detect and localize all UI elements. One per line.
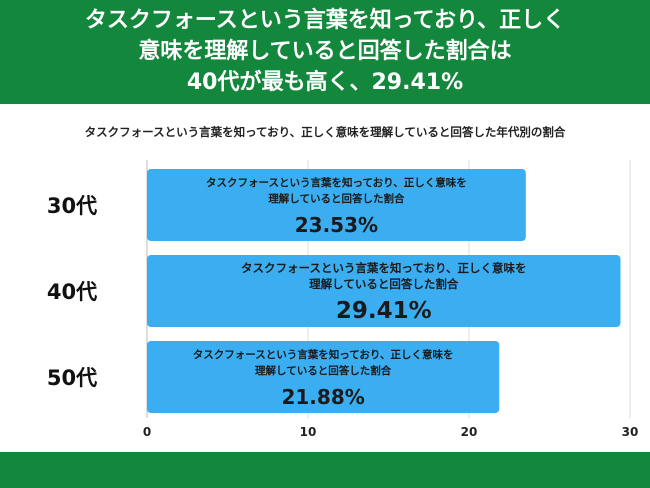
x-tick-label-0: 0 — [143, 425, 151, 439]
header-title-line-2: 意味を理解していると回答した割合は — [138, 39, 512, 64]
x-tick-label-1: 10 — [300, 425, 317, 439]
x-tick-label-2: 20 — [461, 425, 478, 439]
bar-2 — [147, 341, 500, 413]
category-label-2: 50代 — [47, 366, 97, 390]
data-label-1: 29.41% — [336, 298, 432, 324]
category-label-0: 30代 — [47, 194, 97, 218]
bar-text-line2-1: 理解していると回答した割合 — [309, 277, 459, 291]
bar-1 — [147, 255, 621, 327]
bar-text-line1-1: タスクフォースという言葉を知っており、正しく意味を — [241, 261, 527, 275]
data-label-0: 23.53% — [295, 213, 378, 237]
data-label-2: 21.88% — [281, 385, 364, 409]
x-tick-label-3: 30 — [622, 425, 639, 439]
chart-title: タスクフォースという言葉を知っており、正しく意味を理解していると回答した年代別の… — [84, 125, 566, 139]
header-banner: タスクフォースという言葉を知っており、正しく 意味を理解していると回答した割合は… — [0, 0, 650, 104]
category-label-1: 40代 — [47, 280, 97, 304]
bar-text-line2-2: 理解していると回答した割合 — [255, 364, 392, 377]
bar-text-line1-0: タスクフォースという言葉を知っており、正しく意味を — [206, 176, 467, 189]
footer-banner — [0, 452, 650, 488]
header-title-line-1: タスクフォースという言葉を知っており、正しく — [84, 8, 566, 33]
bar-text-line1-2: タスクフォースという言葉を知っており、正しく意味を — [193, 348, 454, 361]
bar-text-line2-0: 理解していると回答した割合 — [268, 192, 405, 205]
bar-0 — [147, 169, 526, 241]
bar-chart: 0 10 20 3030代タスクフォースという言葉を知っており、正しく意味を理解してい… — [47, 160, 639, 439]
header-title-line-3: 40代が最も高く、29.41% — [186, 70, 464, 95]
